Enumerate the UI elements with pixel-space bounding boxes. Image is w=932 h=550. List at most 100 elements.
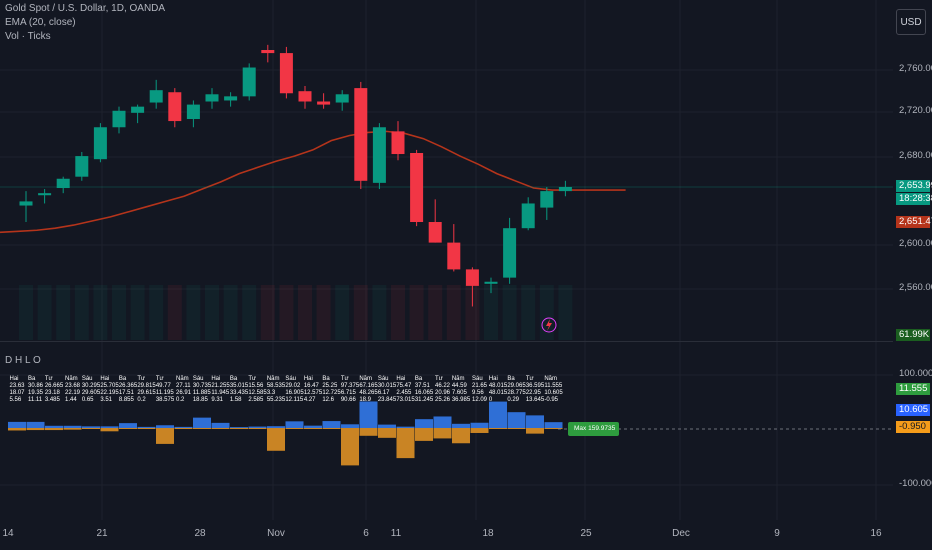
dhlo-column-label: Năm 67.165 48.265 18.9 bbox=[359, 376, 378, 403]
candle-body bbox=[447, 242, 461, 270]
dhlo-column-label: Tư 97.375 6.715 90.66 bbox=[340, 376, 360, 403]
dhlo-up-bar bbox=[137, 426, 156, 428]
dhlo-up-bar bbox=[507, 412, 526, 428]
volume-bar bbox=[428, 285, 443, 340]
dhlo-column-label: Sáu 29.02 16.905 12.115 bbox=[285, 376, 304, 403]
dhlo-column-label: Hai 16.47 12.575 4.27 bbox=[303, 376, 323, 403]
dhlo-bars bbox=[8, 401, 563, 466]
dhlo-up-bar bbox=[156, 425, 174, 428]
dhlo-up-bar bbox=[322, 421, 341, 428]
dhlo-down-bar bbox=[526, 428, 544, 434]
dhlo-column-label: Ba 26.365 17.51 8.855 bbox=[118, 376, 138, 403]
volume-indicator-label[interactable]: Vol · Ticks bbox=[5, 31, 51, 42]
symbol-title[interactable]: Gold Spot / U.S. Dollar, 1D, OANDA bbox=[5, 3, 166, 14]
volume-bar bbox=[112, 285, 126, 340]
ema-indicator-label[interactable]: EMA (20, close) bbox=[5, 17, 76, 28]
volume-bar bbox=[298, 285, 312, 340]
currency-button[interactable]: USD bbox=[896, 9, 926, 35]
dhlo-down-bar bbox=[100, 428, 119, 432]
volume-bar bbox=[242, 285, 257, 340]
dhlo-column-label: Năm 27.11 26.91 0.2 bbox=[175, 376, 192, 403]
volume-bar bbox=[391, 285, 405, 340]
dhlo-down-bar bbox=[193, 428, 211, 429]
dhlo-up-bar bbox=[82, 426, 100, 428]
volume-bar bbox=[279, 285, 294, 340]
volume-bar bbox=[130, 285, 145, 340]
time-tick: 14 bbox=[2, 528, 14, 539]
dhlo-down-bar bbox=[285, 428, 304, 429]
volume-bar bbox=[167, 285, 182, 340]
time-tick: 9 bbox=[774, 528, 780, 539]
dhlo-column-label: Tư 29.815 29.615 0.2 bbox=[137, 376, 156, 403]
dhlo-up-bar bbox=[100, 426, 119, 428]
candle-body bbox=[465, 269, 479, 286]
dhlo-up-bar bbox=[174, 426, 193, 428]
candle-body bbox=[298, 91, 312, 102]
dhlo-down-bar bbox=[137, 428, 156, 429]
time-tick: 28 bbox=[194, 528, 206, 539]
dhlo-up-bar bbox=[489, 401, 507, 428]
volume-bar bbox=[316, 285, 331, 340]
time-tick: Dec bbox=[672, 528, 690, 539]
dhlo-down-bar bbox=[396, 428, 415, 459]
dhlo-down-bar bbox=[322, 428, 341, 429]
time-tick: Nov bbox=[267, 528, 285, 539]
dhlo-indicator-label[interactable]: D H L O bbox=[5, 355, 41, 366]
time-tick: 6 bbox=[363, 528, 369, 539]
dhlo-column-label: Hai 48.015 48.015 0 bbox=[488, 376, 508, 403]
lightning-icon[interactable] bbox=[541, 317, 557, 333]
dhlo-down-bar bbox=[63, 428, 82, 430]
ema-line bbox=[0, 130, 626, 234]
dhlo-column-label: Tư 49.77 11.195 38.575 bbox=[155, 376, 175, 403]
candle-body bbox=[242, 67, 256, 97]
candle-body bbox=[521, 203, 535, 229]
dhlo-down-bar bbox=[341, 428, 359, 466]
candle-body bbox=[38, 193, 52, 196]
candle-body bbox=[112, 110, 126, 128]
dhlo-down-bar bbox=[359, 428, 378, 436]
volume-bar bbox=[353, 285, 368, 340]
dhlo-up-bar bbox=[415, 419, 433, 428]
volume-bar bbox=[465, 285, 480, 340]
candle-body bbox=[224, 96, 238, 101]
price-tick: 2,720.000 bbox=[899, 105, 932, 116]
dhlo-down-bar bbox=[507, 428, 526, 429]
dhlo-down-bar bbox=[489, 428, 507, 429]
candle-body bbox=[317, 101, 331, 105]
volume-bar bbox=[372, 285, 387, 340]
candle-body bbox=[354, 88, 368, 181]
candle-body bbox=[168, 92, 182, 122]
dhlo-up-bar bbox=[285, 421, 304, 428]
dhlo-down-bar bbox=[156, 428, 174, 444]
sub-tick: -100.000 bbox=[899, 478, 932, 489]
dhlo-down-bar bbox=[26, 428, 45, 431]
dhlo-down-bar bbox=[267, 428, 285, 451]
max-value-badge: Max 159.9735 bbox=[568, 422, 620, 436]
price-tick: 2,760.000 bbox=[899, 63, 932, 74]
dhlo-up-bar bbox=[45, 425, 63, 428]
dhlo-column-label: Sáu 21.65 9.56 12.09 bbox=[471, 376, 488, 403]
volume-bar bbox=[502, 285, 517, 340]
dhlo-column-label: Ba 25.25 12.725 12.6 bbox=[322, 376, 341, 403]
dhlo-up-bar bbox=[341, 424, 359, 428]
candle-body bbox=[503, 228, 517, 278]
dhlo-down-bar bbox=[211, 428, 230, 429]
dhlo-column-label: Năm 11.555 10.605 -0.95 bbox=[544, 376, 563, 403]
dhlo-up-bar bbox=[26, 421, 45, 428]
dhlo-down-bar bbox=[304, 428, 322, 429]
dhlo-column-label: Ba 37.51 16.065 31.245 bbox=[414, 376, 434, 403]
volume-bar bbox=[37, 285, 52, 340]
dhlo-column-label: Năm 44.59 7.605 36.985 bbox=[451, 376, 471, 403]
volume-bar bbox=[446, 285, 461, 340]
dhlo-up-bar bbox=[211, 422, 230, 428]
candle-body bbox=[391, 131, 405, 155]
volume-bar bbox=[74, 285, 89, 340]
sub-value-badge-high: 11.555 bbox=[896, 383, 930, 395]
dhlo-down-bar bbox=[470, 428, 489, 433]
volume-bar bbox=[93, 285, 108, 340]
grid-lines bbox=[0, 0, 893, 520]
ema-value-badge: 2,651.475 bbox=[896, 216, 932, 228]
countdown-badge: 18:28:38 bbox=[896, 193, 932, 205]
volume-bar bbox=[260, 285, 275, 340]
